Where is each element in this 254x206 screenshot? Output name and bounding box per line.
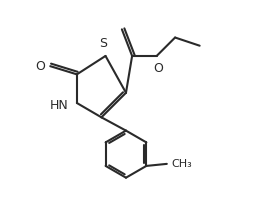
Text: HN: HN (50, 98, 69, 111)
Text: S: S (100, 37, 107, 50)
Text: O: O (153, 62, 163, 75)
Text: CH₃: CH₃ (171, 159, 192, 169)
Text: O: O (35, 60, 45, 73)
